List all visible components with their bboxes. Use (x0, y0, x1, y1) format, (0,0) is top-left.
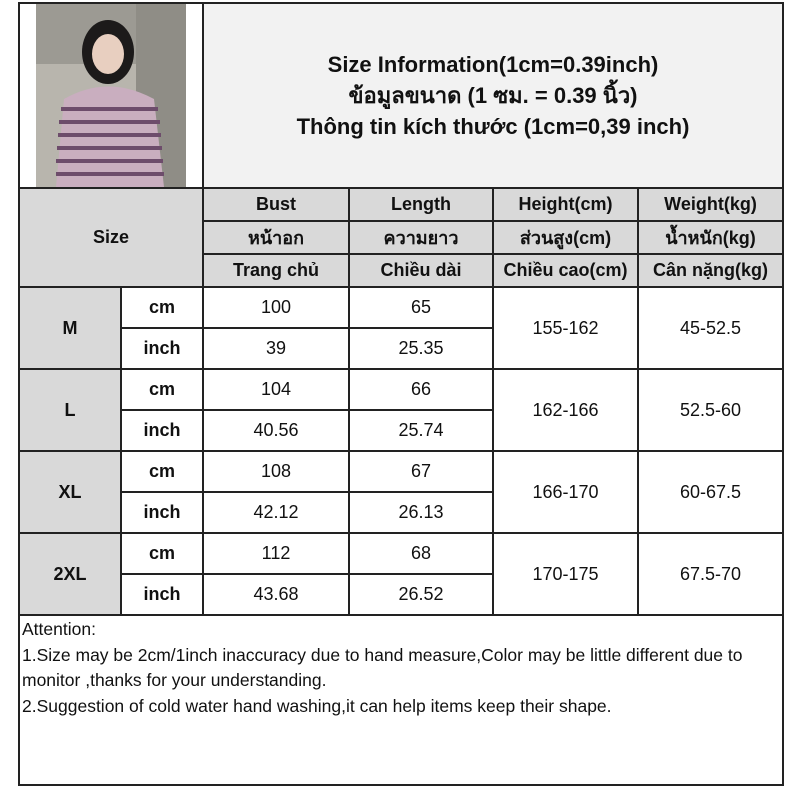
bust-inch: 39 (202, 327, 350, 370)
bust-inch: 43.68 (202, 573, 350, 616)
size-label: L (18, 368, 122, 452)
size-row-inch: inch 40.56 25.74 (19, 409, 783, 452)
length-cm: 65 (348, 286, 494, 329)
size-row-cm: 2XL cm 112 68 170-175 67.5-70 (18, 532, 784, 616)
col-bust-en: Bust (202, 187, 350, 222)
size-label: 2XL (18, 532, 122, 616)
size-row-inch: inch 39 25.35 (19, 327, 783, 370)
weight-range: 45-52.5 (637, 286, 784, 370)
height-range: 166-170 (492, 450, 639, 534)
title-en: Size Information(1cm=0.39inch) (327, 52, 659, 77)
col-bust-vi: Trang chủ (202, 253, 350, 288)
size-row-inch: inch 43.68 26.52 (19, 573, 783, 616)
bust-inch: 40.56 (202, 409, 350, 452)
bust-inch: 42.12 (202, 491, 350, 534)
col-weight-vi: Cân nặng(kg) (637, 253, 784, 288)
weight-range: 67.5-70 (637, 532, 784, 616)
size-chart-table: Size Information(1cm=0.39inch) ข้อมูลขนา… (18, 2, 784, 786)
size-row-inch: inch 42.12 26.13 (19, 491, 783, 534)
attention-notes: Attention: 1.Size may be 2cm/1inch inacc… (18, 614, 784, 786)
height-range: 162-166 (492, 368, 639, 452)
length-cm: 67 (348, 450, 494, 493)
weight-range: 52.5-60 (637, 368, 784, 452)
attention-heading: Attention: (22, 619, 96, 639)
unit-cm: cm (120, 368, 204, 411)
attention-note-2: 2.Suggestion of cold water hand washing,… (22, 695, 612, 716)
title-vi: Thông tin kích thước (1cm=0,39 inch) (296, 114, 690, 139)
size-row-cm: L cm 104 66 162-166 52.5-60 (18, 368, 784, 452)
height-range: 170-175 (492, 532, 639, 616)
length-inch: 25.35 (348, 327, 494, 370)
length-inch: 26.52 (348, 573, 494, 616)
weight-range: 60-67.5 (637, 450, 784, 534)
unit-cm: cm (120, 532, 204, 575)
size-information-title: Size Information(1cm=0.39inch) ข้อมูลขนา… (202, 2, 784, 189)
product-photo (18, 2, 204, 189)
unit-inch: inch (120, 491, 204, 534)
size-row-cm: M cm 100 65 155-162 45-52.5 (18, 286, 784, 370)
size-label: M (18, 286, 122, 370)
model-photo-image (36, 5, 186, 186)
size-label: XL (18, 450, 122, 534)
unit-cm: cm (120, 450, 204, 493)
title-th: ข้อมูลขนาด (1 ซม. = 0.39 นิ้ว) (348, 83, 638, 108)
height-range: 155-162 (492, 286, 639, 370)
bust-cm: 100 (202, 286, 350, 329)
size-header: Size (18, 187, 204, 288)
unit-cm: cm (120, 286, 204, 329)
col-length-vi: Chiều dài (348, 253, 494, 288)
unit-inch: inch (120, 409, 204, 452)
length-cm: 66 (348, 368, 494, 411)
col-height-vi: Chiều cao(cm) (492, 253, 639, 288)
col-length-en: Length (348, 187, 494, 222)
unit-inch: inch (120, 327, 204, 370)
length-cm: 68 (348, 532, 494, 575)
col-height-en: Height(cm) (492, 187, 639, 222)
bust-cm: 112 (202, 532, 350, 575)
col-length-th: ความยาว (348, 220, 494, 255)
size-row-cm: XL cm 108 67 166-170 60-67.5 (18, 450, 784, 534)
unit-inch: inch (120, 573, 204, 616)
bust-cm: 104 (202, 368, 350, 411)
col-weight-en: Weight(kg) (637, 187, 784, 222)
length-inch: 25.74 (348, 409, 494, 452)
length-inch: 26.13 (348, 491, 494, 534)
attention-note-1: 1.Size may be 2cm/1inch inaccuracy due t… (22, 644, 743, 691)
col-bust-th: หน้าอก (202, 220, 350, 255)
bust-cm: 108 (202, 450, 350, 493)
col-height-th: ส่วนสูง(cm) (492, 220, 639, 255)
col-weight-th: น้ำหนัก(kg) (637, 220, 784, 255)
